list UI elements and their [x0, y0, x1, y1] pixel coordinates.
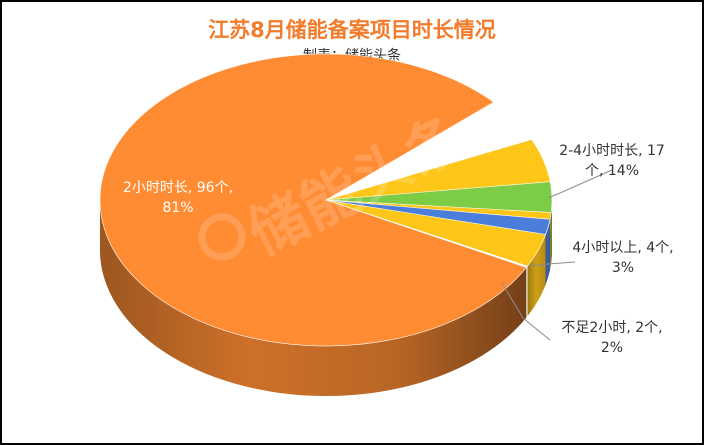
leader-lines: [501, 169, 613, 341]
leader-line-3: [501, 282, 551, 341]
data-label-2-line-1: 3%: [612, 260, 634, 276]
pie-slice-3[interactable]: [325, 199, 551, 235]
data-label-1-line-0: 2-4小时时长, 17: [559, 143, 665, 159]
slice-side-shade-3: [545, 219, 551, 285]
data-label-3-line-0: 不足2小时, 2个,: [561, 320, 662, 336]
slice-side-shade-0: [100, 200, 527, 396]
data-label-2-line-0: 4小时以上, 4个,: [572, 240, 673, 256]
data-labels: 2小时时长, 96个, 81% 2-4小时时长, 17 个, 14% 4小时以上, 4个…: [123, 143, 674, 356]
data-label-3-line-1: 2%: [601, 340, 623, 356]
leader-line-2: [529, 261, 576, 267]
data-label-1-line-1: 个, 14%: [585, 163, 639, 179]
data-label-0-line-0: 2小时时长, 96个,: [123, 180, 233, 196]
data-label-0-line-1: 81%: [162, 200, 193, 216]
pie-sides: [100, 181, 552, 396]
leader-line-1: [547, 169, 613, 199]
slice-side-shade-1: [527, 200, 552, 317]
chart-title: 江苏8月储能备案项目时长情况: [208, 18, 496, 42]
pie-slices: [99, 53, 553, 347]
pie-slice-2[interactable]: [325, 181, 553, 213]
slice-side-shade-2: [551, 200, 552, 263]
watermark-logo-icon: [198, 213, 246, 261]
pie-slice-0[interactable]: [99, 53, 527, 347]
